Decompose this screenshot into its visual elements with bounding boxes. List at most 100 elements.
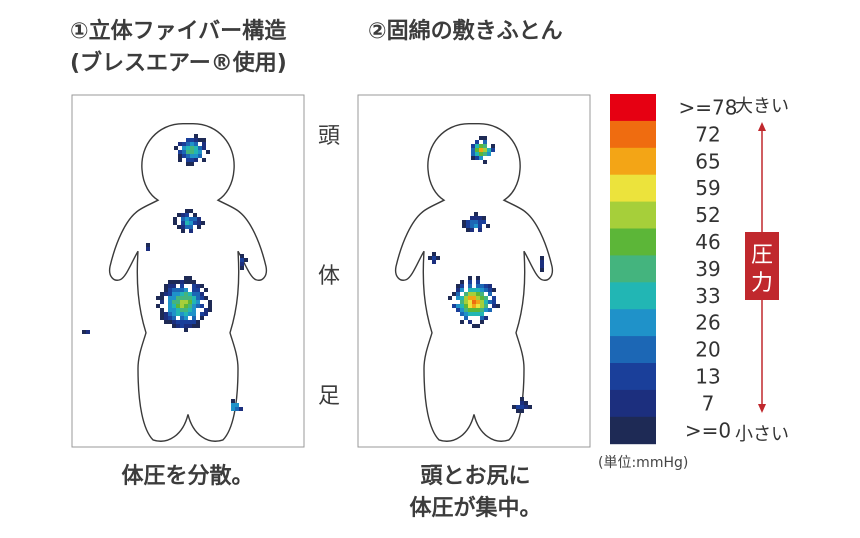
heat-cell	[480, 304, 484, 308]
heat-cell	[160, 296, 164, 300]
heat-cell	[476, 292, 480, 296]
heat-cell	[184, 292, 188, 296]
heat-cell	[470, 220, 474, 224]
heat-cell	[456, 304, 460, 308]
heat-cell	[197, 221, 201, 225]
heat-cell	[194, 142, 198, 146]
heat-cell	[468, 308, 472, 312]
heat-cell	[184, 308, 188, 312]
heat-cell	[190, 142, 194, 146]
legend-swatch	[610, 389, 656, 418]
heat-cell	[476, 284, 480, 288]
heat-cell	[192, 324, 196, 328]
heat-cell	[487, 152, 491, 156]
heat-cell	[184, 320, 188, 324]
heat-cell	[476, 276, 480, 280]
legend-tick-label: >=0	[685, 418, 731, 442]
heat-cell	[192, 296, 196, 300]
heat-cell	[480, 312, 484, 316]
heat-cell	[472, 304, 476, 308]
heat-cell	[456, 292, 460, 296]
legend-swatch	[610, 201, 656, 229]
heat-cell	[204, 296, 208, 300]
heat-cell	[186, 154, 190, 158]
heat-cell	[475, 144, 479, 148]
heat-cell	[193, 221, 197, 225]
heat-cell	[193, 217, 197, 221]
heat-cell	[476, 324, 480, 328]
heat-cell	[520, 397, 524, 401]
heat-cell	[188, 276, 192, 280]
legend-swatch	[610, 336, 656, 364]
heat-cell	[208, 304, 212, 308]
heat-cell	[432, 256, 436, 260]
heat-cell	[168, 308, 172, 312]
heat-cell	[483, 144, 487, 148]
panel1-heatmap	[82, 134, 248, 411]
heat-cell	[484, 288, 488, 292]
heat-cell	[464, 296, 468, 300]
heat-cell	[190, 146, 194, 150]
heat-cell	[192, 304, 196, 308]
heat-cell	[452, 304, 456, 308]
heat-cell	[168, 304, 172, 308]
heat-cell	[180, 284, 184, 288]
heat-cell	[470, 228, 474, 232]
legend-tick-label: 33	[695, 284, 720, 308]
heat-cell	[460, 320, 464, 324]
heat-cell	[471, 144, 475, 148]
arrow-up-icon	[758, 122, 766, 131]
heat-cell	[432, 252, 436, 256]
heat-cell	[184, 324, 188, 328]
heat-cell	[180, 292, 184, 296]
heat-cell	[198, 146, 202, 150]
heat-cell	[192, 284, 196, 288]
arrow-down-icon	[758, 404, 766, 413]
heat-cell	[176, 324, 180, 328]
heat-cell	[491, 148, 495, 152]
heat-cell	[172, 308, 176, 312]
panel1-title-line1: ①立体ファイバー構造	[70, 19, 287, 44]
heat-cell	[188, 304, 192, 308]
heat-cell	[240, 258, 244, 262]
heat-cell	[168, 280, 172, 284]
heat-cell	[474, 216, 478, 220]
heat-cell	[172, 284, 176, 288]
heat-cell	[483, 160, 487, 164]
large-label: 大きい	[735, 96, 789, 117]
legend-swatch	[610, 228, 656, 256]
heat-cell	[188, 300, 192, 304]
heat-cell	[235, 403, 239, 407]
heat-cell	[186, 142, 190, 146]
heat-cell	[484, 284, 488, 288]
panel1-caption: 体圧を分散。	[121, 464, 254, 489]
heat-cell	[176, 288, 180, 292]
heat-cell	[464, 304, 468, 308]
heat-cell	[164, 312, 168, 316]
heat-cell	[188, 324, 192, 328]
heat-cell	[466, 224, 470, 228]
legend-tick-label: 72	[695, 122, 720, 146]
heat-cell	[196, 324, 200, 328]
heat-cell	[472, 292, 476, 296]
heat-cell	[475, 156, 479, 160]
heat-cell	[471, 148, 475, 152]
heat-cell	[460, 288, 464, 292]
heat-cell	[524, 405, 528, 409]
legend-swatch	[610, 363, 656, 391]
heat-cell	[177, 213, 181, 217]
heat-cell	[178, 142, 182, 146]
heat-cell	[168, 320, 172, 324]
pressure-badge	[745, 232, 779, 300]
heat-cell	[172, 292, 176, 296]
heat-cell	[460, 308, 464, 312]
heat-cell	[186, 146, 190, 150]
heat-cell	[192, 308, 196, 312]
pressure-label-2: 力	[751, 271, 773, 296]
heat-cell	[160, 316, 164, 320]
heat-cell	[168, 316, 172, 320]
heat-cell	[540, 260, 544, 264]
heat-cell	[172, 300, 176, 304]
heat-cell	[235, 407, 239, 411]
